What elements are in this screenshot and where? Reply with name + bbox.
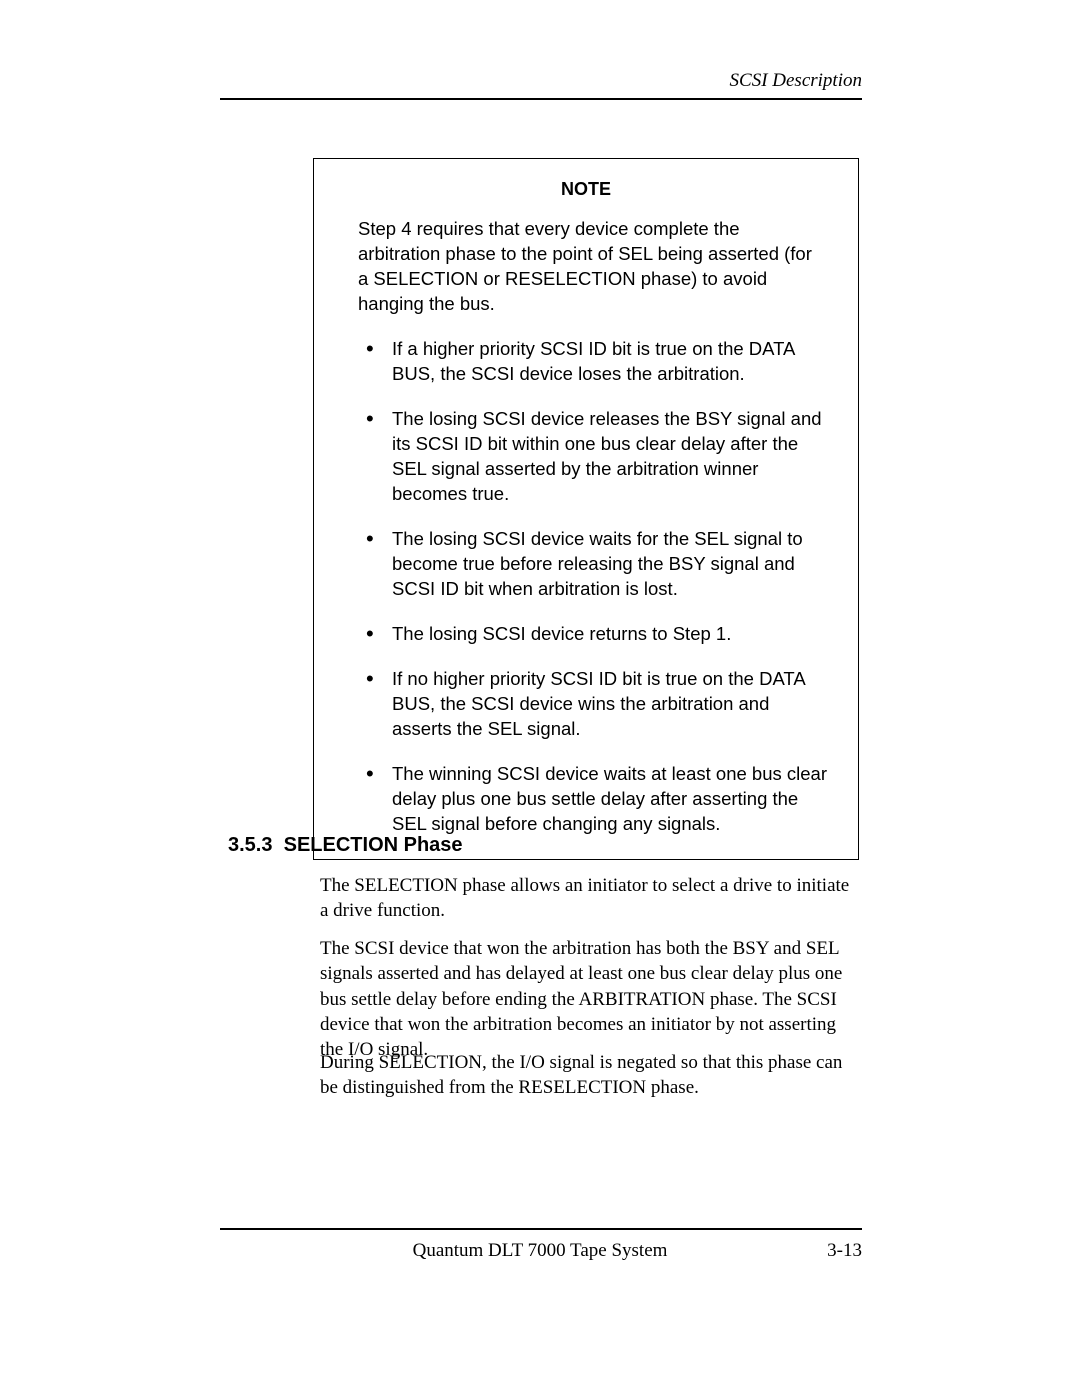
body-paragraph: The SELECTION phase allows an initiator … xyxy=(320,873,860,924)
running-header: SCSI Description xyxy=(730,70,862,92)
note-bullet: If no higher priority SCSI ID bit is tru… xyxy=(366,667,834,742)
note-bullet: The losing SCSI device releases the BSY … xyxy=(366,407,834,507)
note-box: NOTE Step 4 requires that every device c… xyxy=(313,158,859,860)
section-number: 3.5.3 xyxy=(228,834,272,856)
note-bullet-list: If a higher priority SCSI ID bit is true… xyxy=(338,337,834,837)
section-heading: 3.5.3 SELECTION Phase xyxy=(228,834,463,857)
note-intro: Step 4 requires that every device comple… xyxy=(358,217,814,317)
note-bullet: If a higher priority SCSI ID bit is true… xyxy=(366,337,834,387)
section-title: SELECTION Phase xyxy=(284,834,463,856)
footer-page-number: 3-13 xyxy=(827,1240,862,1262)
header-rule xyxy=(220,98,862,100)
note-bullet: The winning SCSI device waits at least o… xyxy=(366,762,834,837)
note-bullet: The losing SCSI device waits for the SEL… xyxy=(366,527,834,602)
document-page: SCSI Description NOTE Step 4 requires th… xyxy=(0,0,1080,1397)
note-title: NOTE xyxy=(338,177,834,201)
body-paragraph: The SCSI device that won the arbitration… xyxy=(320,936,860,1062)
footer-center-text: Quantum DLT 7000 Tape System xyxy=(0,1240,1080,1262)
body-paragraph: During SELECTION, the I/O signal is nega… xyxy=(320,1050,860,1101)
note-bullet: The losing SCSI device returns to Step 1… xyxy=(366,622,834,647)
footer-rule xyxy=(220,1228,862,1230)
